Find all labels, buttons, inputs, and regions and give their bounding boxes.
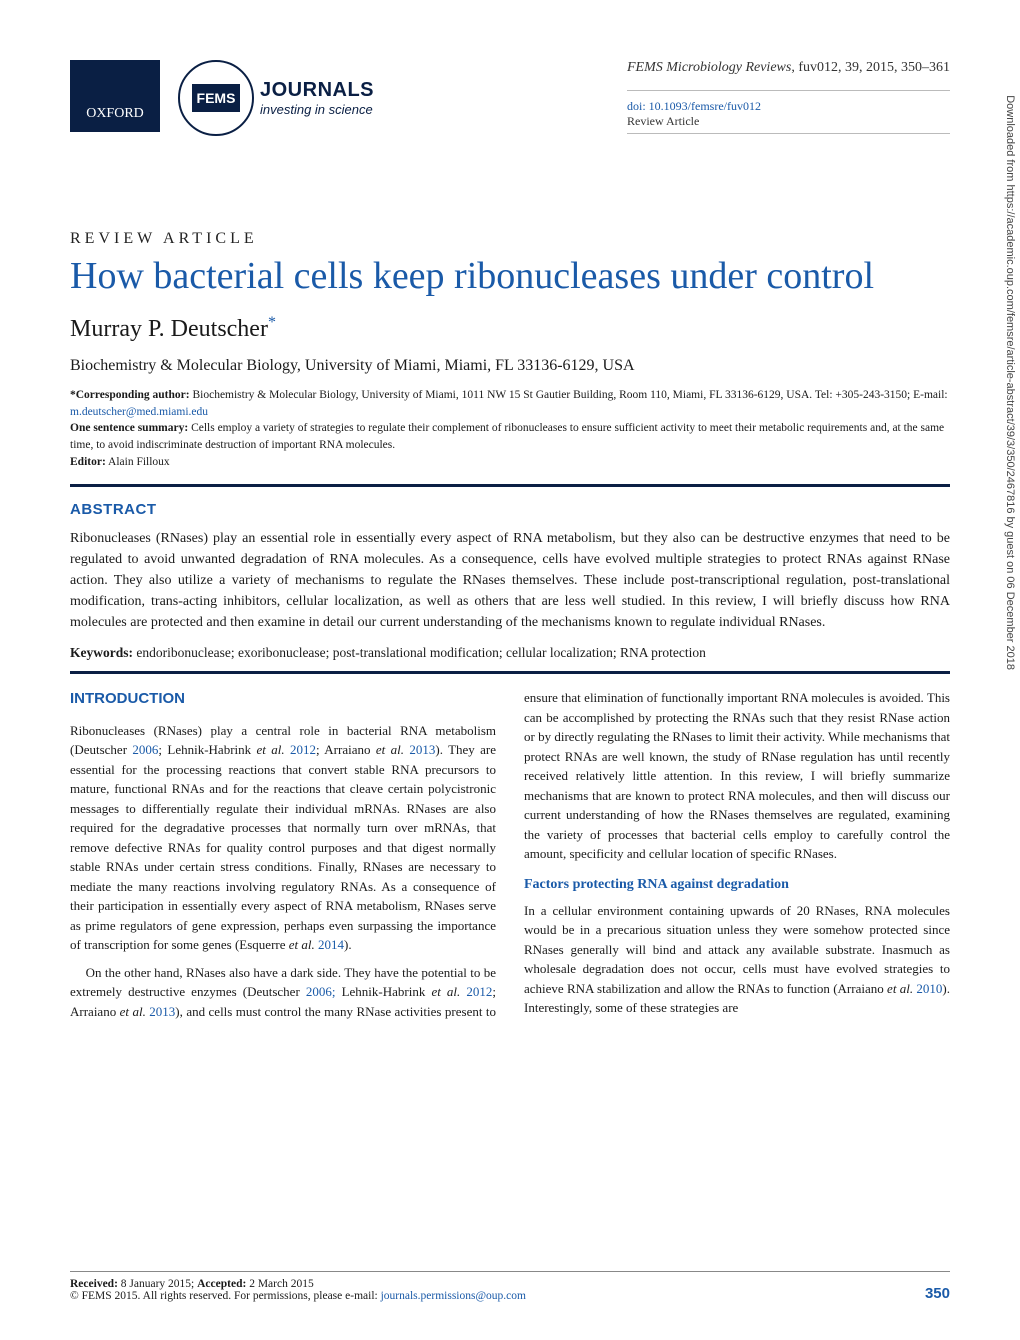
copyright-text: © FEMS 2015. All rights reserved. For pe… [70, 1290, 381, 1302]
intro-paragraph-1: Ribonucleases (RNases) play a central ro… [70, 721, 496, 955]
editor-label: Editor: [70, 456, 106, 468]
abstract-bottom-rule [70, 671, 950, 674]
author-corresponding-symbol: * [268, 314, 276, 331]
article-kicker: REVIEW ARTICLE [70, 230, 950, 248]
keywords-text: endoribonuclease; exoribonuclease; post-… [133, 645, 706, 660]
journal-issue: , fuv012, 39, 2015, 350–361 [791, 60, 950, 75]
article-title: How bacterial cells keep ribonucleases u… [70, 254, 950, 298]
one-sentence-text: Cells employ a variety of strategies to … [70, 422, 944, 451]
journal-name: FEMS Microbiology Reviews [627, 60, 791, 75]
author-name: Murray P. Deutscher* [70, 314, 950, 343]
doi-link[interactable]: doi: 10.1093/femsre/fuv012 [627, 99, 950, 114]
citation-year[interactable]: 2013 [409, 742, 435, 757]
corresponding-author-label: *Corresponding author: [70, 389, 190, 401]
p1e: ). [344, 937, 352, 952]
etal: et al. [257, 742, 285, 757]
accepted-date: 2 March 2015 [246, 1278, 313, 1290]
received-label: Received: [70, 1278, 118, 1290]
p1d: ). They are essential for the processing… [70, 742, 496, 952]
editor-name: Alain Filloux [106, 456, 170, 468]
etal: et al. [887, 981, 913, 996]
permissions-email-link[interactable]: journals.permissions@oup.com [381, 1290, 526, 1302]
citation-year[interactable]: 2010 [916, 981, 942, 996]
header-right: FEMS Microbiology Reviews, fuv012, 39, 2… [627, 60, 950, 142]
p2b: Lehnik-Habrink [336, 984, 432, 999]
article-type-label: Review Article [627, 114, 950, 129]
article-metadata: *Corresponding author: Biochemistry & Mo… [70, 387, 950, 470]
author-email-link[interactable]: m.deutscher@med.miami.edu [70, 406, 208, 418]
corresponding-author-text: Biochemistry & Molecular Biology, Univer… [190, 389, 948, 401]
fems-logo: FEMS JOURNALS investing in science [178, 60, 374, 136]
keywords-label: Keywords: [70, 645, 133, 660]
p1c: ; Arraiano [316, 742, 376, 757]
etal: et al. [289, 937, 315, 952]
header-divider-2 [627, 133, 950, 134]
p2-cont: This can be accomplished by protecting t… [524, 690, 950, 861]
fems-seal-text: FEMS [192, 84, 240, 112]
etal: et al. [120, 1004, 146, 1019]
factors-subheading: Factors protecting RNA against degradati… [524, 874, 950, 895]
citation-year[interactable]: 2012 [466, 984, 492, 999]
one-sentence-label: One sentence summary: [70, 422, 188, 434]
abstract-heading: ABSTRACT [70, 501, 950, 518]
oxford-logo: OXFORD [70, 60, 160, 132]
author-affiliation: Biochemistry & Molecular Biology, Univer… [70, 357, 950, 375]
citation-year[interactable]: 2014 [318, 937, 344, 952]
footer-rule [70, 1271, 950, 1272]
factors-paragraph: In a cellular environment containing upw… [524, 901, 950, 1018]
author-text: Murray P. Deutscher [70, 316, 268, 342]
fems-journals-label: JOURNALS [260, 79, 374, 102]
received-date: 8 January 2015; [118, 1278, 197, 1290]
citation-year[interactable]: 2006 [132, 742, 158, 757]
etal: et al. [376, 742, 404, 757]
citation-year[interactable]: 2013 [149, 1004, 175, 1019]
keywords-line: Keywords: endoribonuclease; exoribonucle… [70, 645, 950, 661]
page-number: 350 [925, 1285, 950, 1302]
journal-header: OXFORD FEMS JOURNALS investing in scienc… [70, 60, 950, 142]
etal: et al. [431, 984, 460, 999]
download-attribution: Downloaded from https://academic.oup.com… [1004, 95, 1016, 670]
citation-year[interactable]: 2006; [306, 984, 336, 999]
p1b: ; Lehnik-Habrink [158, 742, 256, 757]
fems-tagline: investing in science [260, 102, 374, 117]
journal-citation: FEMS Microbiology Reviews, fuv012, 39, 2… [627, 60, 950, 76]
page-footer: Received: 8 January 2015; Accepted: 2 Ma… [70, 1271, 950, 1302]
citation-year[interactable]: 2012 [290, 742, 316, 757]
introduction-heading: INTRODUCTION [70, 688, 496, 711]
abstract-top-rule [70, 484, 950, 487]
accepted-label: Accepted: [197, 1278, 246, 1290]
fems-seal-icon: FEMS [178, 60, 254, 136]
body-columns: INTRODUCTION Ribonucleases (RNases) play… [70, 688, 950, 1023]
header-divider [627, 90, 950, 91]
abstract-body: Ribonucleases (RNases) play an essential… [70, 528, 950, 633]
